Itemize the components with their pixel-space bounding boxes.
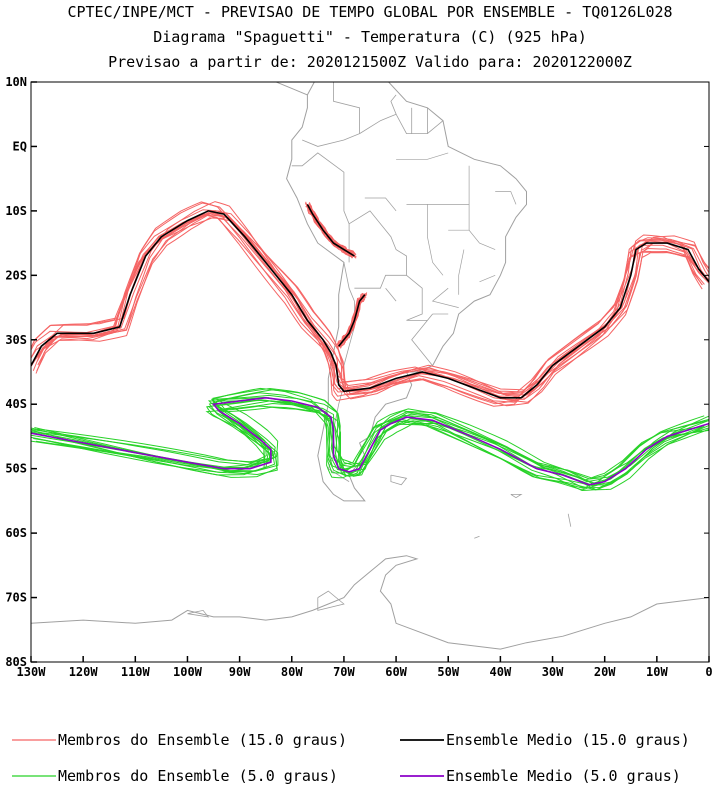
x-tick-label: 70W	[333, 665, 355, 679]
state-border	[427, 204, 444, 276]
country-border	[359, 113, 444, 134]
x-tick-label: 130W	[17, 665, 47, 679]
ensemble-mean-line-15c	[306, 204, 355, 257]
plot-frame	[30, 81, 710, 663]
ensemble-members-layer	[31, 201, 709, 492]
ensemble-mean-line-15c	[338, 294, 366, 347]
member-line-5c	[31, 387, 709, 489]
state-border	[468, 165, 496, 250]
member-line-5c	[31, 402, 705, 491]
member-line-5c	[31, 406, 703, 486]
y-tick-label: 10S	[5, 204, 27, 218]
country-border	[385, 287, 397, 302]
member-line-15c	[37, 201, 709, 405]
y-tick-label: 30S	[5, 333, 27, 347]
country-border	[291, 152, 350, 263]
x-tick-label: 80W	[281, 665, 303, 679]
legend-label: Membros do Ensemble (15.0 graus)	[58, 731, 347, 749]
member-line-15c	[31, 211, 709, 403]
state-border	[479, 274, 496, 283]
ensemble-mean-line-15c	[31, 210, 709, 399]
x-tick-label: 0	[705, 665, 712, 679]
state-border	[495, 191, 517, 205]
ensemble-mean-layer	[31, 204, 709, 486]
member-line-15c	[31, 211, 709, 400]
legend-label: Ensemble Medio (15.0 graus)	[446, 731, 690, 749]
y-tick-label: 10N	[5, 75, 27, 89]
member-line-5c	[37, 399, 709, 480]
y-tick-label: 80S	[5, 655, 27, 669]
chart-title-line-2: Diagrama "Spaguetti" - Temperatura (C) (…	[153, 28, 586, 46]
x-tick-label: 20W	[594, 665, 616, 679]
x-tick-label: 120W	[69, 665, 99, 679]
state-border	[396, 152, 449, 160]
member-line-5c	[31, 396, 705, 483]
island-coastline	[567, 513, 572, 527]
south-america-coastline	[286, 82, 527, 502]
x-tick-label: 40W	[490, 665, 512, 679]
island-coastline	[510, 494, 523, 499]
member-line-15c	[306, 205, 355, 256]
country-border	[390, 94, 397, 115]
x-tick-label: 100W	[173, 665, 203, 679]
y-tick-label: 60S	[5, 526, 27, 540]
antarctica-coastline	[31, 555, 709, 650]
x-tick-label: 90W	[229, 665, 251, 679]
member-line-15c	[35, 209, 709, 403]
legend-label: Membros do Ensemble (5.0 graus)	[58, 767, 338, 785]
x-tick-label: 110W	[121, 665, 151, 679]
chart-title-line-3: Previsao a partir de: 2020121500Z Valido…	[108, 53, 632, 71]
member-line-15c	[36, 202, 709, 407]
axes: 130W 120W 110W 100W 90W 80W 70W 60W 50W 40W 30W 20W…	[5, 75, 712, 679]
x-tick-label: 60W	[385, 665, 407, 679]
island-coastline	[474, 535, 480, 539]
legend-label: Ensemble Medio (5.0 graus)	[446, 767, 681, 785]
island-coastline	[317, 590, 345, 611]
island-coastline	[187, 609, 210, 618]
member-line-5c	[31, 399, 709, 492]
x-tick-label: 50W	[437, 665, 459, 679]
y-tick-label: 40S	[5, 397, 27, 411]
y-tick-label: 50S	[5, 462, 27, 476]
x-tick-label: 10W	[646, 665, 668, 679]
map-layer	[31, 11, 709, 650]
member-line-5c	[33, 389, 709, 491]
chart-titles: CPTEC/INPE/MCT - PREVISAO DE TEMPO GLOBA…	[67, 3, 672, 71]
island-coastline	[390, 474, 408, 486]
country-border	[406, 274, 433, 366]
country-border	[302, 82, 360, 147]
caribbean-coastline	[245, 11, 276, 82]
member-line-5c	[35, 387, 709, 487]
y-tick-label: 70S	[5, 591, 27, 605]
y-tick-label: EQ	[13, 139, 27, 153]
x-tick-label: 30W	[542, 665, 564, 679]
central-america-coastline	[275, 82, 308, 96]
ensemble-mean-line-5c	[31, 396, 709, 486]
state-border	[458, 249, 465, 295]
country-border	[348, 210, 407, 289]
state-border	[364, 197, 397, 212]
member-line-15c	[340, 292, 368, 348]
member-line-15c	[36, 213, 709, 400]
chart-title-line-1: CPTEC/INPE/MCT - PREVISAO DE TEMPO GLOBA…	[67, 3, 672, 21]
member-line-15c	[31, 213, 705, 397]
state-border	[431, 287, 459, 308]
y-tick-label: 20S	[5, 268, 27, 282]
legend: Membros do Ensemble (15.0 graus) Ensemble…	[12, 731, 690, 785]
